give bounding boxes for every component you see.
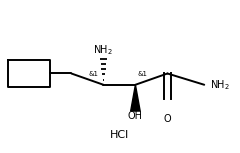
Text: NH$_2$: NH$_2$ (210, 78, 230, 92)
Text: &1: &1 (89, 71, 99, 76)
Text: &1: &1 (138, 71, 148, 76)
Polygon shape (131, 85, 140, 111)
Text: OH: OH (128, 111, 143, 121)
Text: HCl: HCl (110, 130, 130, 140)
Text: NH$_2$: NH$_2$ (93, 43, 113, 57)
Text: O: O (164, 114, 171, 124)
